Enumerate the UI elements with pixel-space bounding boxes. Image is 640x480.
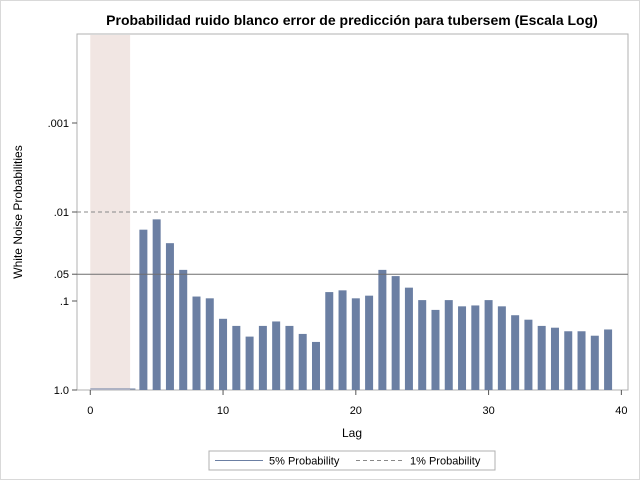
bar-lag-25 (418, 300, 427, 390)
bar-lag-29 (471, 305, 480, 390)
bar-lag-27 (444, 300, 453, 390)
bar-lag-36 (564, 331, 573, 390)
reference-lines-layer (77, 211, 628, 275)
y-tick-label: .1 (60, 296, 69, 308)
legend-label-5pct: 5% Probability (269, 456, 340, 468)
bar-lag-11 (232, 325, 241, 390)
shaded-region-layer (90, 35, 131, 390)
chart-title: Probabilidad ruido blanco error de predi… (106, 12, 598, 28)
bar-lag-38 (590, 335, 599, 390)
bar-lag-18 (325, 292, 334, 390)
x-tick-label: 20 (350, 405, 362, 417)
x-axis-label: Lag (342, 426, 362, 440)
legend-box (208, 450, 496, 471)
y-tick-label: 1.0 (54, 385, 69, 397)
bar-lag-30 (484, 300, 493, 390)
bar-lag-4 (139, 229, 148, 390)
bar-lag-26 (431, 309, 440, 390)
y-tick-label: .01 (54, 207, 69, 219)
bar-lag-34 (537, 325, 546, 390)
bar-lag-33 (524, 319, 533, 390)
y-axis-label: White Noise Probabilities (11, 145, 25, 278)
bar-lag-8 (192, 296, 201, 390)
shaded-region (90, 35, 131, 390)
legend: 5% Probability 1% Probability (208, 450, 496, 471)
bar-lag-9 (205, 298, 214, 390)
bar-lag-7 (179, 269, 188, 390)
bar-lag-20 (351, 298, 360, 390)
bar-lag-19 (338, 290, 347, 390)
bar-lag-16 (298, 333, 307, 390)
bar-lag-6 (165, 243, 174, 390)
bar-lag-28 (458, 306, 467, 390)
bar-lag-12 (245, 336, 254, 390)
x-tick-label: 30 (482, 405, 494, 417)
x-tick-label: 10 (217, 405, 229, 417)
bar-lag-23 (391, 276, 400, 390)
bars-layer (90, 219, 613, 390)
x-ticks-layer: 0 10 20 30 40 (87, 390, 627, 417)
bar-lag-22 (378, 269, 387, 390)
bar-lag-10 (219, 318, 228, 390)
y-ticks-layer: 1.0 .1 .05 .01 .001 (48, 118, 77, 397)
bar-lag-37 (577, 331, 586, 390)
bar-lag-32 (511, 315, 520, 390)
legend-label-1pct: 1% Probability (410, 456, 481, 468)
bar-lag-21 (365, 295, 374, 390)
bar-lag-13 (258, 325, 267, 390)
bar-lag-15 (285, 325, 294, 390)
bar-lag-14 (272, 321, 281, 390)
bar-lag-5 (152, 219, 161, 390)
bar-lag-39 (604, 329, 613, 390)
bar-lag-17 (311, 341, 320, 390)
x-tick-label: 40 (615, 405, 627, 417)
x-tick-label: 0 (87, 405, 93, 417)
bar-lag-35 (550, 327, 559, 390)
bar-lag-24 (404, 287, 413, 390)
y-tick-label: .001 (48, 118, 69, 130)
y-tick-label: .05 (54, 269, 69, 281)
bar-lag-31 (497, 306, 506, 390)
